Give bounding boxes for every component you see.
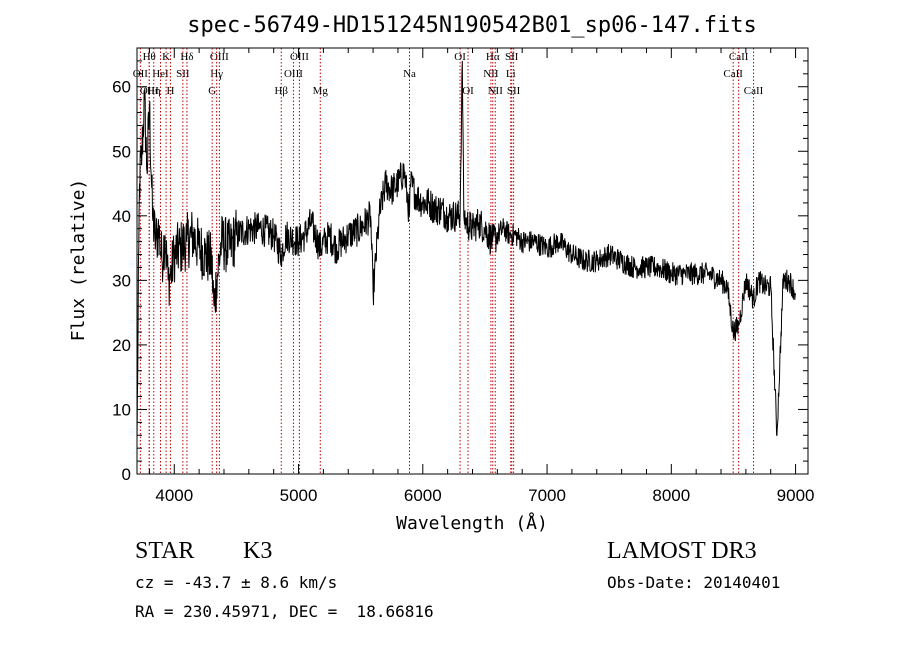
obs-date: Obs-Date: 20140401 (607, 573, 781, 592)
marker-label: Li (506, 68, 516, 80)
spectrum-chart: spec-56749-HD151245N190542B01_sp06-147.f… (68, 13, 814, 534)
coordinates: RA = 230.45971, DEC = 18.66816 (135, 602, 434, 621)
marker-label: OIII (290, 51, 309, 63)
marker-label: Mg (313, 85, 329, 97)
y-tick-label: 30 (112, 271, 131, 290)
chart-title: spec-56749-HD151245N190542B01_sp06-147.f… (187, 13, 757, 38)
x-tick-label: 5000 (280, 486, 318, 505)
marker-label: OI (454, 51, 466, 63)
y-tick-label: 50 (112, 142, 131, 161)
marker-label: Hα (486, 51, 500, 63)
plot-frame (136, 47, 809, 475)
marker-label: Hη (147, 85, 161, 97)
marker-label: NII (483, 68, 499, 80)
x-tick-label: 4000 (155, 486, 193, 505)
flux-line (136, 60, 797, 442)
marker-label: Hβ (274, 85, 288, 97)
x-tick-label: 9000 (777, 486, 815, 505)
x-tick-label: 8000 (652, 486, 690, 505)
marker-label: Hδ (180, 51, 193, 63)
x-tick-label: 7000 (528, 486, 566, 505)
marker-label: HeI (152, 68, 169, 80)
x-tick-label: 6000 (404, 486, 442, 505)
marker-label: G (208, 85, 216, 97)
spectrum-series (136, 60, 797, 442)
marker-label: OIII (210, 51, 229, 63)
y-tick-label: 20 (112, 336, 131, 355)
marker-label: CaII (729, 51, 749, 63)
marker-label: NII (488, 85, 504, 97)
marker-label: K (162, 51, 170, 63)
marker-label: Hγ (210, 68, 223, 80)
y-tick-label: 40 (112, 207, 131, 226)
marker-label: OIII (284, 68, 303, 80)
y-tick-label: 10 (112, 400, 131, 419)
marker-label: SII (176, 68, 190, 80)
y-tick-label: 0 (122, 465, 131, 484)
x-axis-label: Wavelength (Å) (396, 512, 548, 534)
marker-label: CaII (723, 68, 743, 80)
redshift-value: cz = -43.7 ± 8.6 km/s (135, 573, 338, 592)
marker-label: CaII (744, 85, 764, 97)
marker-label: SII (505, 51, 519, 63)
marker-label: Hθ (143, 51, 156, 63)
axes: 4000 5000 6000 7000 8000 9000 0 10 20 30 40 50 60 (112, 48, 814, 505)
marker-label: SII (507, 85, 521, 97)
object-class: STAR (135, 538, 195, 564)
y-tick-label: 60 (112, 78, 131, 97)
marker-label: H (166, 85, 174, 97)
survey-name: LAMOST DR3 (607, 538, 757, 564)
marker-label: Na (403, 68, 416, 80)
object-subclass: K3 (243, 538, 273, 564)
y-axis-label: Flux (relative) (68, 179, 89, 342)
marker-label: OI (462, 85, 474, 97)
